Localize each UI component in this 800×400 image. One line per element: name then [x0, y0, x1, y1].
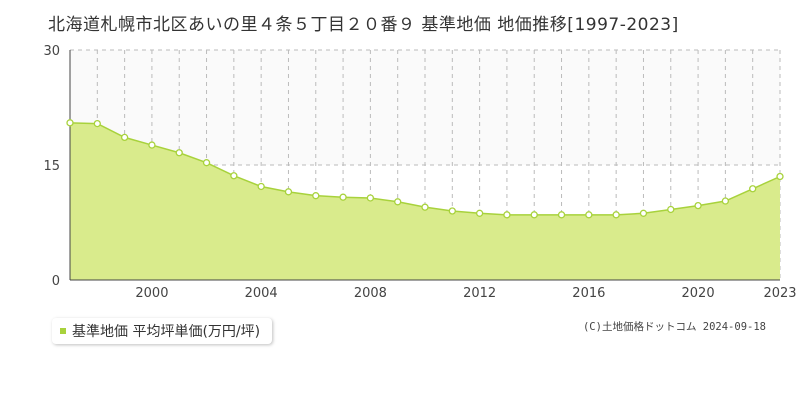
y-tick-label: 30	[43, 44, 60, 59]
data-point	[66, 119, 74, 127]
axes	[69, 50, 780, 281]
data-point	[639, 209, 648, 217]
x-tick-label: 2012	[463, 286, 496, 301]
data-point	[776, 172, 784, 181]
data-point	[530, 211, 538, 219]
y-tick-label: 0	[52, 274, 60, 289]
data-point	[585, 211, 593, 219]
data-point	[366, 194, 375, 202]
x-tick-labels: 2000 2004 2008 2012 2016 2020 2023	[135, 286, 796, 301]
data-point	[284, 188, 293, 196]
x-tick-label: 2004	[245, 286, 278, 301]
area-fill	[70, 122, 780, 280]
data-point	[175, 149, 183, 157]
data-point	[93, 119, 101, 128]
data-point	[120, 133, 129, 142]
y-tick-label: 15	[43, 159, 60, 174]
legend: 基準地価 平均坪単価(万円/坪)	[52, 318, 273, 344]
data-point	[257, 182, 265, 191]
data-points	[66, 119, 784, 219]
data-point	[394, 198, 402, 206]
data-point	[475, 209, 484, 217]
data-point	[202, 159, 211, 167]
x-tick-label: 2016	[572, 286, 605, 301]
x-tick-label: 2023	[763, 286, 796, 301]
data-point	[557, 211, 566, 219]
data-point	[721, 197, 730, 205]
data-point	[749, 185, 757, 193]
data-point	[312, 192, 320, 200]
legend-label: 基準地価 平均坪単価(万円/坪)	[72, 324, 261, 340]
horizontal-grid	[70, 49, 780, 166]
data-point	[612, 211, 620, 219]
data-point	[230, 172, 238, 180]
credit-text: (C)土地価格ドットコム 2024-09-18	[582, 321, 766, 333]
x-tick-label: 2008	[354, 286, 387, 301]
y-tick-labels: 0 15 30	[43, 44, 60, 289]
data-point	[503, 211, 511, 219]
x-tick-label: 2000	[135, 286, 168, 301]
data-point	[694, 201, 702, 210]
data-point	[421, 203, 429, 211]
data-point	[448, 207, 456, 215]
data-point	[148, 141, 156, 149]
x-tick-label: 2020	[682, 286, 715, 301]
chart-title: 北海道札幌市北区あいの里４条５丁目２０番９ 基準地価 地価推移[1997-202…	[48, 15, 679, 35]
legend-swatch	[60, 328, 66, 334]
data-point	[667, 205, 675, 214]
data-point	[339, 193, 347, 201]
